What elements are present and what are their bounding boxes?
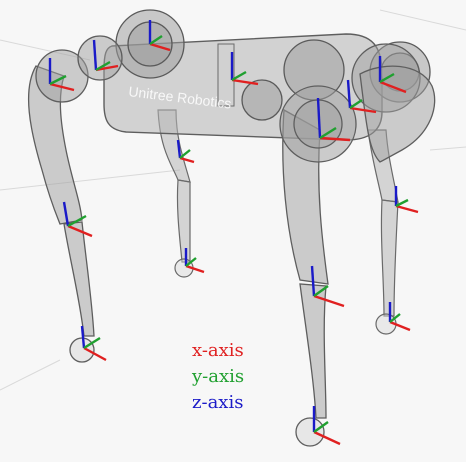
frame-fr-thigh [346,79,377,114]
frame-rl-foot [184,248,205,274]
frame-fl-thigh [92,39,119,72]
frame-fl-knee [62,201,93,238]
legend-y-axis: y-axis [192,366,245,387]
frame-rr-knee [394,186,419,214]
frame-rr-hip [378,56,407,94]
coordinate-frames [48,20,419,446]
legend-x-axis: x-axis [192,340,244,361]
frame-fl-foot [80,325,107,362]
frame-rl-hip [148,20,171,52]
frame-rl-knee [176,139,195,164]
frame-fr-foot [312,406,341,446]
frame-fl-hip [48,58,75,92]
front-left-leg [27,35,123,363]
frame-fr-knee [310,265,345,308]
legend-z-axis: z-axis [192,392,244,413]
frame-body [230,52,259,86]
frame-rr-foot [388,302,411,332]
frame-fr-hip [316,97,351,142]
rear-right-hip [359,65,436,163]
